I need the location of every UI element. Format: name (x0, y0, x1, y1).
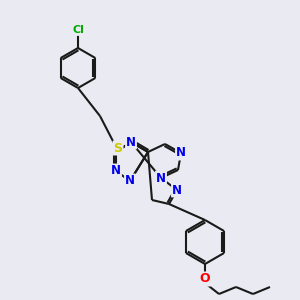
Text: N: N (172, 184, 182, 196)
Text: S: S (113, 142, 122, 154)
Text: N: N (156, 172, 166, 184)
Text: N: N (125, 175, 135, 188)
Text: Cl: Cl (72, 25, 84, 35)
Text: N: N (176, 146, 186, 160)
Text: N: N (111, 164, 121, 178)
Text: O: O (200, 272, 210, 286)
Text: N: N (126, 136, 136, 148)
